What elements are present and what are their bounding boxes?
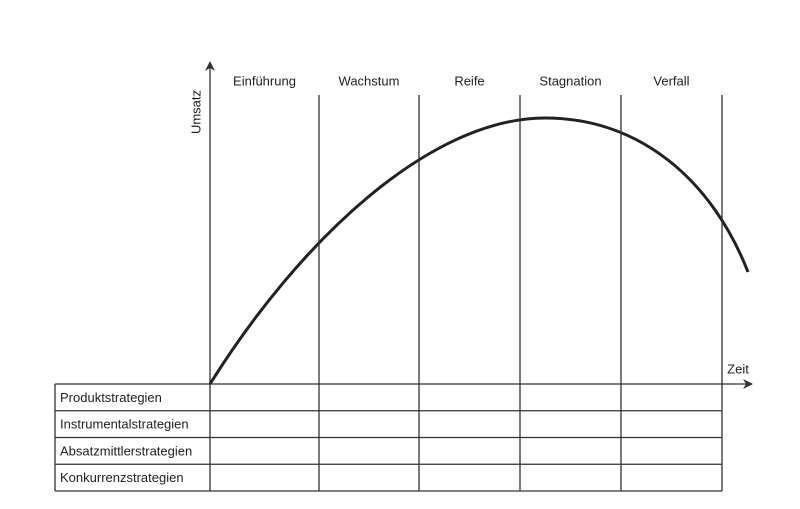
- strategy-label: Instrumentalstrategien: [60, 417, 189, 432]
- y-axis-label: Umsatz: [188, 90, 203, 134]
- sales-curve: [208, 116, 750, 385]
- phase-label: Stagnation: [539, 73, 601, 88]
- phase-label: Wachstum: [339, 73, 400, 88]
- x-axis-label: Zeit: [727, 361, 749, 376]
- phase-label: Einführung: [233, 73, 296, 88]
- strategy-label: Absatzmittlerstrategien: [60, 443, 192, 458]
- phase-label: Verfall: [653, 73, 689, 88]
- strategy-label: Konkurrenzstrategien: [60, 470, 184, 485]
- phase-label: Reife: [454, 73, 484, 88]
- strategy-label: Produktstrategien: [60, 390, 162, 405]
